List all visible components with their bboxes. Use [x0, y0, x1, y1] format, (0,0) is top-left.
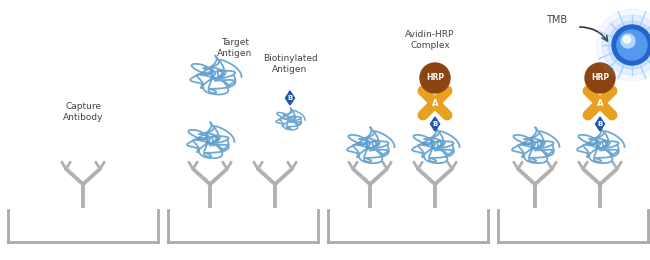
Circle shape	[420, 63, 450, 93]
Text: B: B	[597, 121, 603, 127]
Text: Target
Antigen: Target Antigen	[217, 38, 253, 58]
Text: HRP: HRP	[426, 74, 444, 82]
Text: Capture
Antibody: Capture Antibody	[63, 102, 103, 122]
Circle shape	[623, 36, 630, 43]
Text: Avidin-HRP
Complex: Avidin-HRP Complex	[406, 30, 455, 50]
Circle shape	[617, 30, 647, 60]
Circle shape	[621, 34, 635, 48]
Circle shape	[596, 9, 650, 81]
Circle shape	[585, 63, 615, 93]
Text: B: B	[432, 121, 437, 127]
Polygon shape	[595, 117, 604, 131]
Text: B: B	[287, 95, 292, 101]
Circle shape	[608, 21, 650, 69]
Polygon shape	[430, 117, 439, 131]
Text: TMB: TMB	[547, 15, 567, 25]
Text: HRP: HRP	[591, 74, 609, 82]
Circle shape	[602, 15, 650, 75]
Text: A: A	[597, 99, 603, 107]
Text: Biotinylated
Antigen: Biotinylated Antigen	[263, 54, 317, 74]
Circle shape	[612, 25, 650, 65]
Text: A: A	[432, 99, 438, 107]
Polygon shape	[285, 91, 294, 105]
